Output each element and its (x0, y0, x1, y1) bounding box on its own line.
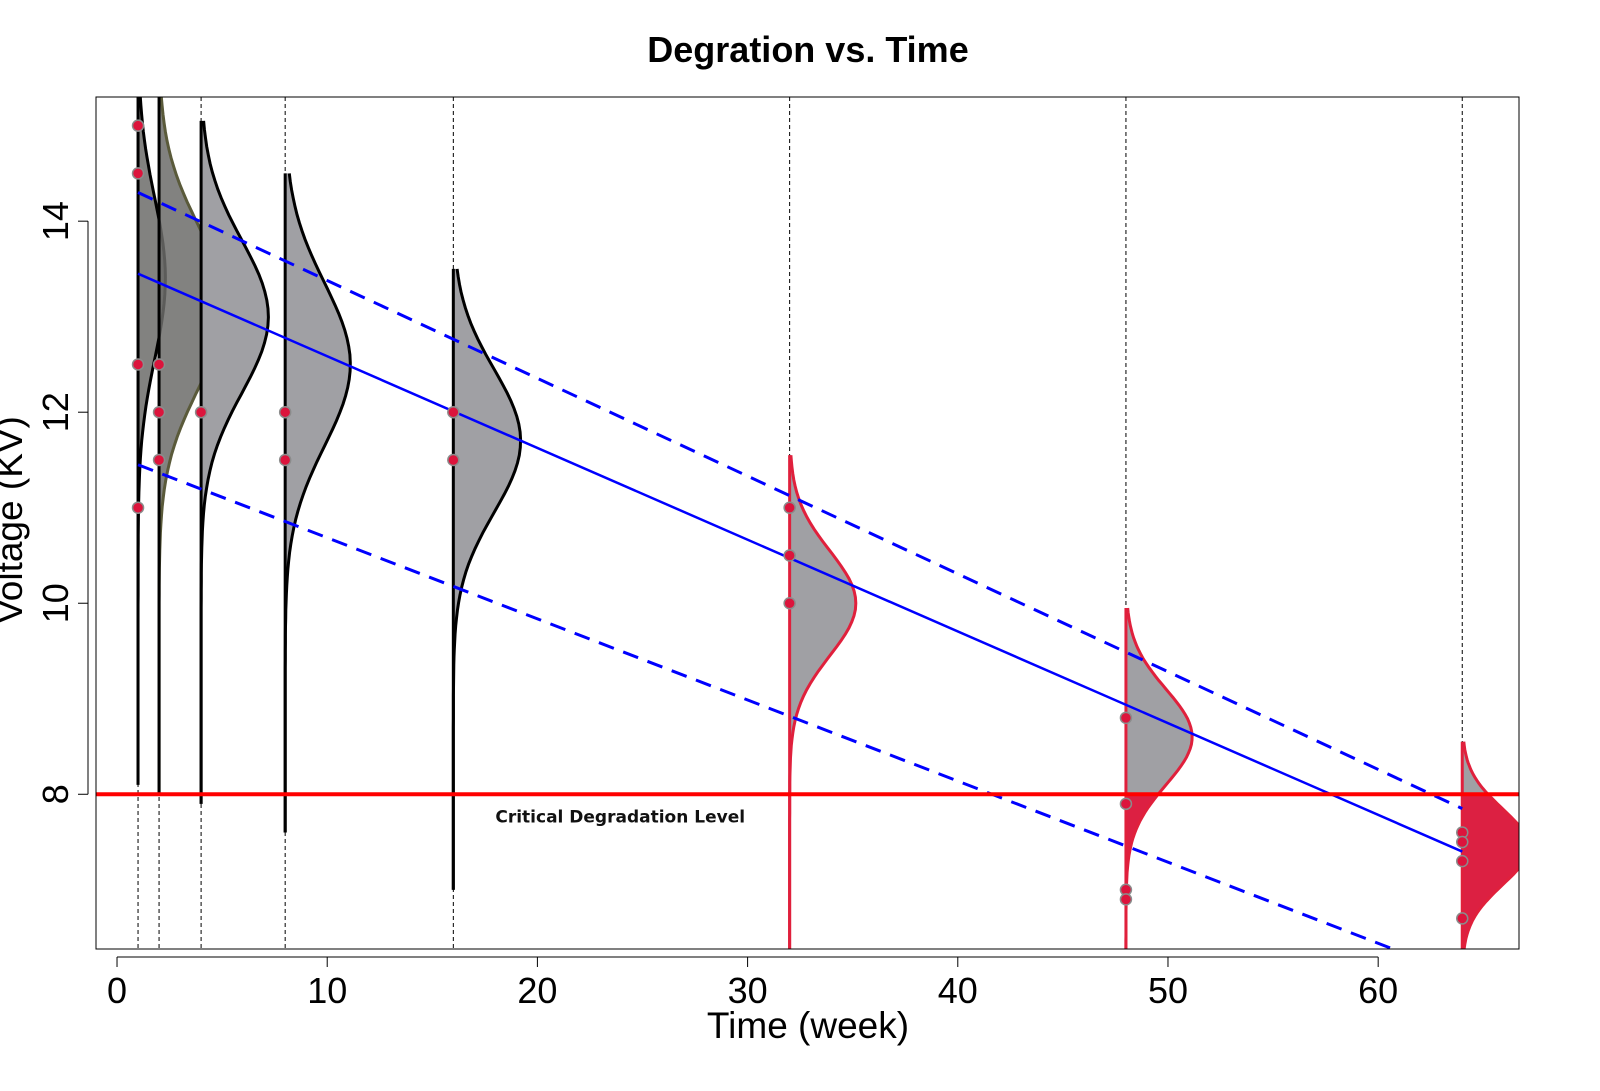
data-point (1455, 835, 1469, 849)
data-point (447, 453, 460, 467)
data-point (152, 453, 166, 467)
lower-confidence-band (137, 463, 1398, 949)
data-point (131, 501, 145, 514)
data-point (1119, 711, 1133, 725)
x-axis-label: Time (week) (707, 1005, 909, 1046)
y-tick-label: 8 (35, 784, 76, 804)
upper-confidence-band (137, 191, 1463, 810)
data-point (131, 358, 145, 371)
x-tick-label: 50 (1148, 970, 1188, 1011)
axes: 0 10 20 30 40 50 60 8 10 12 14 (35, 201, 1398, 1011)
x-tick-label: 20 (517, 970, 557, 1011)
chart-title: Degration vs. Time (647, 29, 968, 70)
data-point (783, 501, 796, 514)
data-point (447, 405, 460, 419)
data-point (194, 405, 208, 419)
y-tick-label: 12 (35, 392, 76, 432)
data-point (152, 405, 166, 419)
y-tick-label: 10 (35, 583, 76, 623)
x-tick-label: 30 (728, 970, 768, 1011)
density-fill (285, 173, 351, 833)
x-tick-label: 60 (1358, 970, 1398, 1011)
x-tick-label: 10 (307, 970, 347, 1011)
data-point (1119, 893, 1133, 906)
y-tick-label: 14 (35, 201, 76, 241)
x-tick-label: 0 (107, 970, 127, 1011)
data-point (131, 119, 145, 132)
density-fill (201, 120, 269, 804)
data-point (152, 358, 166, 371)
plot-area: Critical Degradation Level (96, 97, 1519, 949)
plot-frame (95, 96, 1520, 950)
data-point (1455, 854, 1469, 868)
density-fill (453, 268, 521, 890)
x-tick-label: 40 (938, 970, 978, 1011)
data-point (783, 596, 796, 610)
data-point (1455, 912, 1469, 925)
regression-line (137, 272, 1463, 853)
density-fill (1125, 608, 1193, 949)
failure-region-fill (1462, 794, 1519, 949)
data-point (783, 549, 796, 562)
data-point (278, 405, 292, 419)
data-point (1119, 797, 1133, 811)
density-outline (1462, 741, 1519, 949)
y-axis-label: Voltage (KV) (0, 416, 30, 624)
data-point (278, 453, 292, 467)
data-point (131, 167, 145, 180)
critical-level-label: Critical Degradation Level (495, 807, 745, 827)
